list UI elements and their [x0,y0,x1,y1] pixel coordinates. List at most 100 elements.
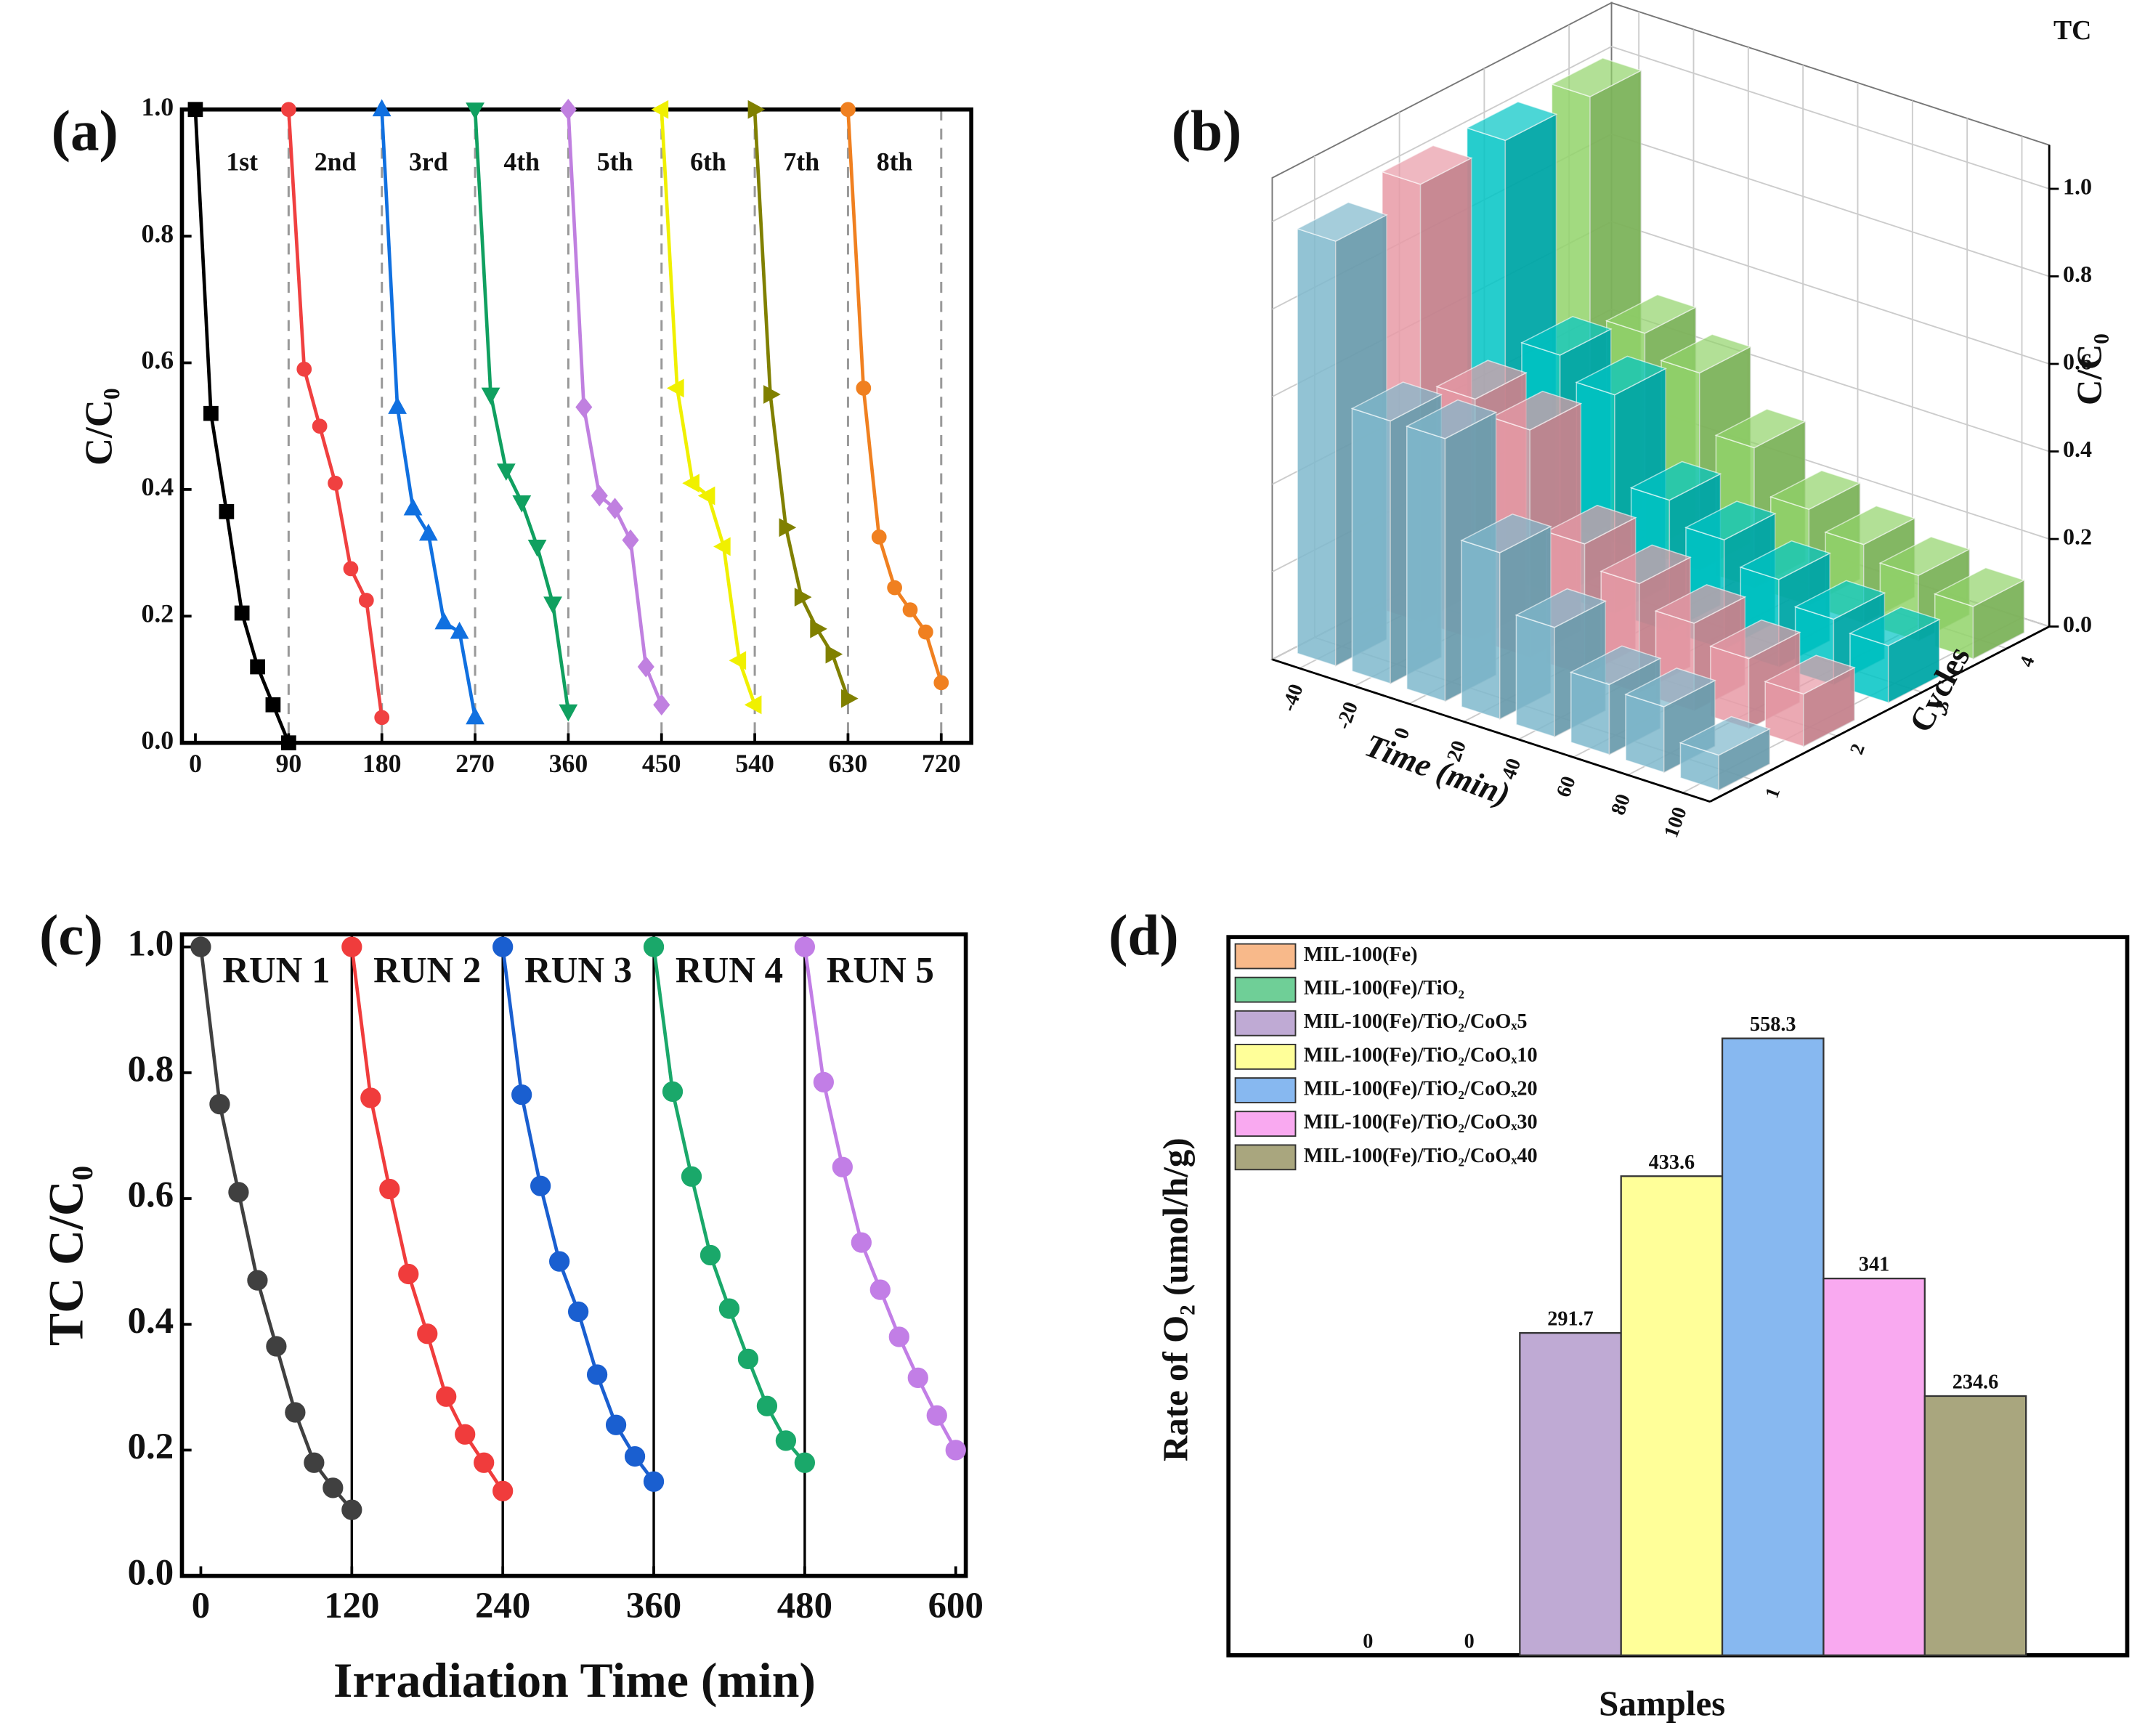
bar-top [1764,654,1856,695]
x-tick-label: 90 [275,749,301,778]
x-tick-label: 480 [777,1585,832,1626]
marker [417,1323,438,1344]
marker [187,102,203,118]
y-tick-label: 0.4 [141,472,174,501]
y-tick-label: 0.6 [128,1175,174,1215]
value-label: 341 [1859,1254,1889,1276]
x-tick-label: 600 [928,1585,984,1626]
marker [343,561,359,577]
z-tick-label: 0.2 [2063,523,2092,549]
series-line [500,946,655,1483]
marker [341,1499,362,1520]
chart-title: TC [2053,15,2091,46]
bar-top [1714,408,1807,449]
bar-front [1515,614,1555,738]
marker [281,735,296,751]
bar-top [1708,619,1801,660]
marker [851,1232,872,1253]
z-tick-label: 0.4 [2063,436,2092,462]
x-tick-label: 180 [362,749,402,778]
marker [737,1348,759,1369]
annotation: 6th [690,147,726,176]
value-label: 558.3 [1750,1013,1796,1036]
annotation: 1st [226,147,258,176]
legend-label: MIL-100(Fe)/TiO₂/CoOₓ5 [1304,1010,1528,1033]
marker [374,710,390,726]
marker [567,1301,589,1323]
series-line [803,946,957,1451]
series-line [473,109,570,712]
marker [643,936,665,957]
marker [312,418,328,434]
y-tick-label: 1 [1761,784,1784,800]
x-tick-label: 60 [1552,774,1581,800]
marker [543,596,562,614]
bar-top [1460,513,1552,553]
value-label: 291.7 [1547,1308,1594,1331]
marker [605,1414,627,1435]
marker [190,936,211,957]
grid-line [1611,221,2050,365]
marker [775,1430,797,1451]
marker [756,1395,778,1416]
marker [713,537,731,556]
marker [681,1166,702,1187]
bar-top [1624,668,1716,707]
marker [285,1402,306,1423]
marker [527,540,547,557]
bar [1764,654,1856,747]
value-label: 0 [1363,1630,1373,1652]
marker [810,619,827,638]
y-tick-label: 1.0 [128,922,174,963]
bar-top [1296,201,1388,242]
y-tick-label: 0.0 [141,726,174,755]
annotation: RUN 3 [524,950,632,991]
panel-label: (d) [1108,904,1179,968]
value-label: 0 [1464,1630,1475,1652]
marker [832,1156,853,1177]
bar-top [1878,536,1971,576]
marker [530,1175,551,1196]
marker [871,529,887,545]
marker [794,936,816,957]
x-tick-label: 630 [829,749,868,778]
marker [455,1424,476,1445]
marker [700,1244,721,1266]
x-tick-label: 360 [626,1585,681,1626]
z-tick-label: 1.0 [2063,173,2092,199]
bar-front [1625,693,1665,774]
marker [265,697,281,713]
marker [907,1367,928,1388]
y-tick-label: 4 [2016,654,2039,670]
marker [869,1279,891,1300]
x-tick-label: 80 [1607,791,1635,818]
marker [559,99,577,121]
marker [794,1452,816,1473]
y-axis-label: TC C/C₀ [38,1166,93,1346]
marker [622,529,639,551]
legend-label: MIL-100(Fe)/TiO₂ [1304,977,1464,999]
marker [591,484,608,507]
y-tick-label: 0.6 [141,346,174,375]
bar-top [1405,399,1498,439]
annotation: RUN 2 [373,950,481,991]
series-line [652,946,806,1464]
y-axis [1709,625,2050,803]
x-tick-label: 0 [189,749,202,778]
marker [496,463,516,481]
marker [209,1094,230,1115]
bar-top [1490,390,1583,431]
marker [697,486,715,506]
bar-top [1520,316,1613,356]
series-line [199,946,354,1512]
y-tick-label: 0.8 [128,1049,174,1090]
bar-top [1654,584,1747,624]
marker [250,659,265,675]
bar [1822,1278,1926,1656]
series-line [660,109,757,706]
y-tick-label: 0.8 [141,219,174,248]
legend-swatch [1234,976,1297,1003]
z-tick-label: 0.8 [2063,261,2092,287]
